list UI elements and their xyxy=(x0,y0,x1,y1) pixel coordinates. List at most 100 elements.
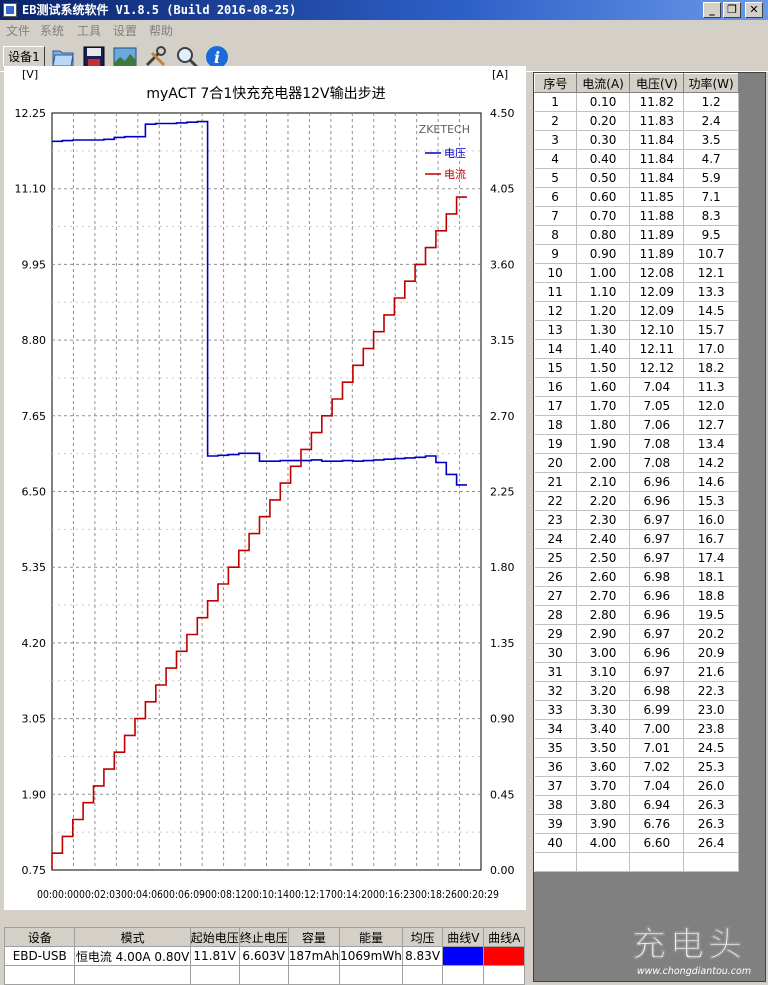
table-row[interactable]: 18 1.80 7.06 12.7 xyxy=(534,415,739,435)
menu-help[interactable]: 帮助 xyxy=(149,24,174,38)
cell-voltage: 7.08 xyxy=(629,434,685,454)
table-row[interactable]: 28 2.80 6.96 19.5 xyxy=(534,605,739,625)
table-row[interactable]: 13 1.30 12.10 15.7 xyxy=(534,320,739,340)
summary-mode[interactable]: 恒电流 4.00A 0.80V xyxy=(74,946,191,966)
cell-current: 2.50 xyxy=(576,548,631,568)
col-current[interactable]: 电流(A) xyxy=(575,73,631,93)
cell-voltage: 12.09 xyxy=(629,282,685,302)
curve-a-color-swatch[interactable] xyxy=(483,946,525,966)
col-index[interactable]: 序号 xyxy=(534,73,577,93)
table-row[interactable]: 2 0.20 11.83 2.4 xyxy=(534,111,739,131)
cell-power: 18.2 xyxy=(683,358,739,378)
table-row[interactable]: 9 0.90 11.89 10.7 xyxy=(534,244,739,264)
left-tick-label: 11.10 xyxy=(15,183,47,196)
table-row[interactable]: 20 2.00 7.08 14.2 xyxy=(534,453,739,473)
cell-power: 22.3 xyxy=(683,681,739,701)
watermark-url: www.chongdiantou.com xyxy=(637,966,751,977)
table-row[interactable]: 29 2.90 6.97 20.2 xyxy=(534,624,739,644)
table-row[interactable]: 16 1.60 7.04 11.3 xyxy=(534,377,739,397)
cell-power: 9.5 xyxy=(683,225,739,245)
info-icon[interactable]: i xyxy=(205,45,229,69)
cell-power: 20.9 xyxy=(683,643,739,663)
cell-voltage: 11.89 xyxy=(629,244,685,264)
cell-current: 2.40 xyxy=(576,529,631,549)
table-row[interactable]: 4 0.40 11.84 4.7 xyxy=(534,149,739,169)
cell-index: 37 xyxy=(534,776,577,796)
table-row[interactable]: 26 2.60 6.98 18.1 xyxy=(534,567,739,587)
cell-voltage: 6.60 xyxy=(629,833,685,853)
legend-current-label: 电流 xyxy=(444,167,466,181)
table-row[interactable]: 32 3.20 6.98 22.3 xyxy=(534,681,739,701)
table-row[interactable]: 35 3.50 7.01 24.5 xyxy=(534,738,739,758)
data-table-panel[interactable]: 序号 电流(A) 电压(V) 功率(W) 1 0.10 11.82 1.2 2 0.20 1… xyxy=(533,72,766,982)
cell-voltage: 6.97 xyxy=(629,624,685,644)
table-row[interactable]: 22 2.20 6.96 15.3 xyxy=(534,491,739,511)
table-row[interactable]: 33 3.30 6.99 23.0 xyxy=(534,700,739,720)
cell-power: 14.6 xyxy=(683,472,739,492)
cell-index: 3 xyxy=(534,130,577,150)
cell-current: 0.50 xyxy=(576,168,631,188)
cell-voltage: 6.96 xyxy=(629,643,685,663)
device-tab[interactable]: 设备1 xyxy=(3,46,45,68)
table-row[interactable]: 23 2.30 6.97 16.0 xyxy=(534,510,739,530)
curve-v-color-swatch[interactable] xyxy=(442,946,485,966)
left-tick-label: 8.80 xyxy=(22,334,47,347)
cell-index: 9 xyxy=(534,244,577,264)
cell-power: 13.3 xyxy=(683,282,739,302)
table-row[interactable]: 27 2.70 6.96 18.8 xyxy=(534,586,739,606)
summary-device[interactable]: EBD-USB xyxy=(3,946,76,966)
right-axis: 4.50 4.05 3.60 3.15 2.70 2.25 1.80 1.35 0.90 0.45… xyxy=(490,107,515,877)
table-row[interactable]: 24 2.40 6.97 16.7 xyxy=(534,529,739,549)
table-row[interactable]: 34 3.40 7.00 23.8 xyxy=(534,719,739,739)
right-tick-label: 0.45 xyxy=(490,788,515,801)
table-row[interactable]: 31 3.10 6.97 21.6 xyxy=(534,662,739,682)
table-row[interactable]: 10 1.00 12.08 12.1 xyxy=(534,263,739,283)
table-row[interactable]: 39 3.90 6.76 26.3 xyxy=(534,814,739,834)
save-icon[interactable] xyxy=(82,45,106,69)
cell-current: 0.80 xyxy=(576,225,631,245)
search-icon[interactable] xyxy=(175,45,199,69)
cell-power: 26.0 xyxy=(683,776,739,796)
table-row[interactable]: 6 0.60 11.85 7.1 xyxy=(534,187,739,207)
cell-voltage: 11.88 xyxy=(629,206,685,226)
table-row[interactable]: 14 1.40 12.11 17.0 xyxy=(534,339,739,359)
col-voltage[interactable]: 电压(V) xyxy=(629,73,685,93)
table-row[interactable]: 21 2.10 6.96 14.6 xyxy=(534,472,739,492)
cell-voltage: 6.97 xyxy=(629,510,685,530)
table-row[interactable]: 25 2.50 6.97 17.4 xyxy=(534,548,739,568)
table-row[interactable]: 30 3.00 6.96 20.9 xyxy=(534,643,739,663)
maximize-button[interactable]: ❐ xyxy=(723,2,741,18)
menu-file[interactable]: 文件 xyxy=(6,24,31,38)
data-table: 序号 电流(A) 电压(V) 功率(W) 1 0.10 11.82 1.2 2 0.20 1… xyxy=(534,73,739,872)
menu-settings[interactable]: 设置 xyxy=(113,24,138,38)
menu-tools[interactable]: 工具 xyxy=(77,24,102,38)
cell-voltage: 6.97 xyxy=(629,662,685,682)
table-row[interactable]: 17 1.70 7.05 12.0 xyxy=(534,396,739,416)
table-row[interactable]: 8 0.80 11.89 9.5 xyxy=(534,225,739,245)
table-row[interactable]: 11 1.10 12.09 13.3 xyxy=(534,282,739,302)
table-row[interactable]: 12 1.20 12.09 14.5 xyxy=(534,301,739,321)
cell-current: 0.10 xyxy=(576,92,631,112)
summary-header-device: 设备 xyxy=(3,927,76,947)
col-power[interactable]: 功率(W) xyxy=(683,73,739,93)
cell-power: 23.8 xyxy=(683,719,739,739)
table-row[interactable]: 1 0.10 11.82 1.2 xyxy=(534,92,739,112)
cell-index: 8 xyxy=(534,225,577,245)
cell-voltage: 6.97 xyxy=(629,548,685,568)
table-row[interactable]: 40 4.00 6.60 26.4 xyxy=(534,833,739,853)
left-tick-label: 3.05 xyxy=(22,713,47,726)
menu-system[interactable]: 系统 xyxy=(40,24,65,38)
table-row[interactable]: 15 1.50 12.12 18.2 xyxy=(534,358,739,378)
table-row[interactable]: 19 1.90 7.08 13.4 xyxy=(534,434,739,454)
table-row[interactable]: 38 3.80 6.94 26.3 xyxy=(534,795,739,815)
tools-icon[interactable] xyxy=(144,45,168,69)
table-row[interactable]: 7 0.70 11.88 8.3 xyxy=(534,206,739,226)
close-button[interactable]: ✕ xyxy=(745,2,763,18)
cell-index: 38 xyxy=(534,795,577,815)
table-row[interactable]: 37 3.70 7.04 26.0 xyxy=(534,776,739,796)
table-row[interactable]: 36 3.60 7.02 25.3 xyxy=(534,757,739,777)
minimize-button[interactable]: _ xyxy=(703,2,721,18)
menu-bar: 文件 系统 工具 设置 帮助 xyxy=(0,20,768,40)
table-row[interactable]: 3 0.30 11.84 3.5 xyxy=(534,130,739,150)
table-row[interactable]: 5 0.50 11.84 5.9 xyxy=(534,168,739,188)
